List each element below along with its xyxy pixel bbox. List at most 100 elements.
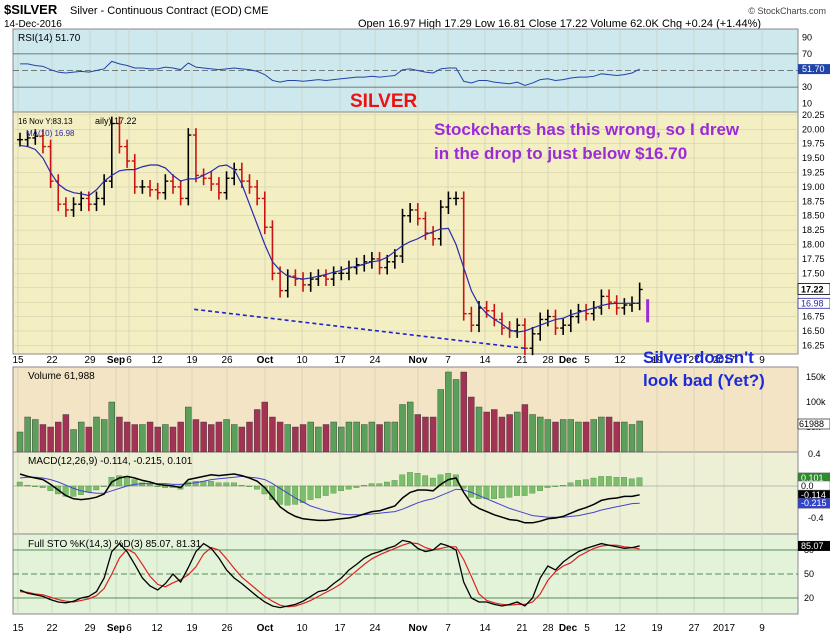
volume-bar [399, 404, 406, 453]
sto-last-label: 85.07 [801, 541, 824, 551]
x-tick-label: 9 [759, 623, 765, 634]
volume-tick-label: 150k [806, 372, 826, 382]
volume-bar [598, 416, 605, 453]
volume-bar [429, 416, 437, 453]
volume-bar [468, 396, 475, 453]
x-tick-label: 29 [84, 355, 96, 366]
x-tick-label: 17 [334, 355, 346, 366]
macd-histogram-bar [215, 482, 222, 487]
volume-bar [39, 424, 47, 453]
macd-value-label: -0.114 [801, 490, 826, 500]
rsi-value-label: 51.70 [802, 64, 825, 74]
volume-bar [376, 424, 383, 453]
macd-histogram-bar [62, 485, 69, 497]
x-tick-label: 15 [12, 355, 24, 366]
axis-layer: 151522222929SepSep66121219192626OctOct10… [12, 32, 830, 634]
price-legend-2: aily) 17.22 [95, 116, 137, 126]
sto-last-marker [798, 540, 830, 551]
annotation-note-1: Stockcharts has this wrong, so I drew [434, 120, 740, 139]
price-tick-label: 17.75 [802, 254, 825, 264]
macd-histogram-bar [621, 477, 627, 487]
price-tick-label: 19.00 [802, 182, 825, 192]
description: Silver - Continuous Contract (EOD) [70, 5, 242, 17]
volume-bar [368, 421, 376, 453]
annotation-note-3: Silver doesn't [643, 348, 754, 367]
volume-bar [338, 426, 345, 453]
macd-histogram-bar [406, 472, 413, 487]
volume-bar [261, 401, 268, 453]
volume-bar [590, 419, 597, 453]
macd-histogram-bar [123, 476, 130, 487]
macd-histogram-bar [521, 485, 528, 496]
x-tick-label: 19 [186, 623, 198, 634]
x-tick-label: 7 [445, 355, 451, 366]
x-tick-label: 22 [46, 355, 58, 366]
volume-bar [253, 409, 261, 453]
macd-histogram-bar [238, 485, 245, 487]
volume-bar [62, 414, 70, 453]
volume-bar [391, 421, 399, 453]
macd-histogram-bar [361, 485, 367, 487]
x-tick-label: 5 [584, 623, 590, 634]
macd-histogram-bar [544, 485, 551, 488]
ma-label: MA(10) 16.98 [26, 129, 75, 138]
macd-histogram-bar [475, 485, 482, 499]
last-close-marker [797, 283, 830, 295]
volume-bar [475, 406, 483, 453]
x-tick-label: 19 [651, 623, 663, 634]
macd-layer [13, 472, 798, 524]
x-tick-label: 24 [369, 355, 381, 366]
volume-bar [85, 426, 93, 453]
rsi-value-marker [798, 64, 830, 75]
volume-bar [177, 421, 184, 453]
x-tick-label: 27 [688, 355, 700, 366]
macd-histogram-bar [32, 485, 38, 487]
macd-histogram-bar [192, 481, 199, 487]
price-layer [17, 116, 650, 356]
macd-histogram-bar [246, 485, 253, 487]
macd-histogram-bar [376, 483, 383, 487]
macd-histogram-bar [575, 480, 582, 487]
volume-bar [414, 414, 421, 453]
volume-bar [361, 424, 368, 453]
volume-bar [215, 421, 223, 453]
volume-bar [422, 416, 429, 453]
macd-histogram-bar [231, 482, 237, 487]
macd-histogram-bar [590, 477, 597, 487]
volume-bar [269, 416, 276, 453]
exchange: CME [244, 5, 268, 17]
volume-bar [162, 424, 169, 453]
volume-bar [292, 426, 299, 453]
macd-signal-line [19, 475, 640, 518]
volume-bar [55, 421, 62, 453]
volume-bar [24, 416, 31, 453]
macd-histogram-bar [322, 485, 329, 496]
volume-bar [131, 424, 138, 453]
price-tick-label: 20.25 [802, 110, 825, 120]
x-tick-label: 2017 [713, 623, 736, 634]
macd-histogram-bar [506, 485, 513, 498]
ma10-line [19, 144, 640, 333]
annotation-note-4: look bad (Yet?) [643, 371, 765, 390]
volume-bar [47, 426, 54, 453]
volume-bar [154, 426, 161, 453]
price-tick-label: 16.75 [802, 312, 825, 322]
volume-bar [100, 419, 108, 453]
x-tick-label: Nov [409, 623, 428, 634]
sto-label: Full STO %K(14,3) %D(3) 85.07, 81.31 [28, 539, 202, 550]
x-tick-label: 22 [46, 623, 58, 634]
volume-bar [93, 416, 100, 453]
rsi-tick-label: 90 [802, 32, 812, 42]
volume-bar [491, 409, 498, 453]
macd-histogram-bar [582, 479, 589, 487]
macd-histogram-bar [384, 481, 390, 487]
volume-bar [238, 426, 246, 453]
x-tick-label: 26 [221, 623, 233, 634]
macd-value-marker [797, 497, 830, 509]
macd-histogram-bar [628, 478, 635, 487]
rsi-line [20, 60, 640, 86]
macd-histogram-bar [567, 482, 574, 487]
x-tick-label: Dec [559, 623, 578, 634]
volume-bar [32, 419, 39, 453]
macd-histogram-bar [330, 485, 337, 494]
